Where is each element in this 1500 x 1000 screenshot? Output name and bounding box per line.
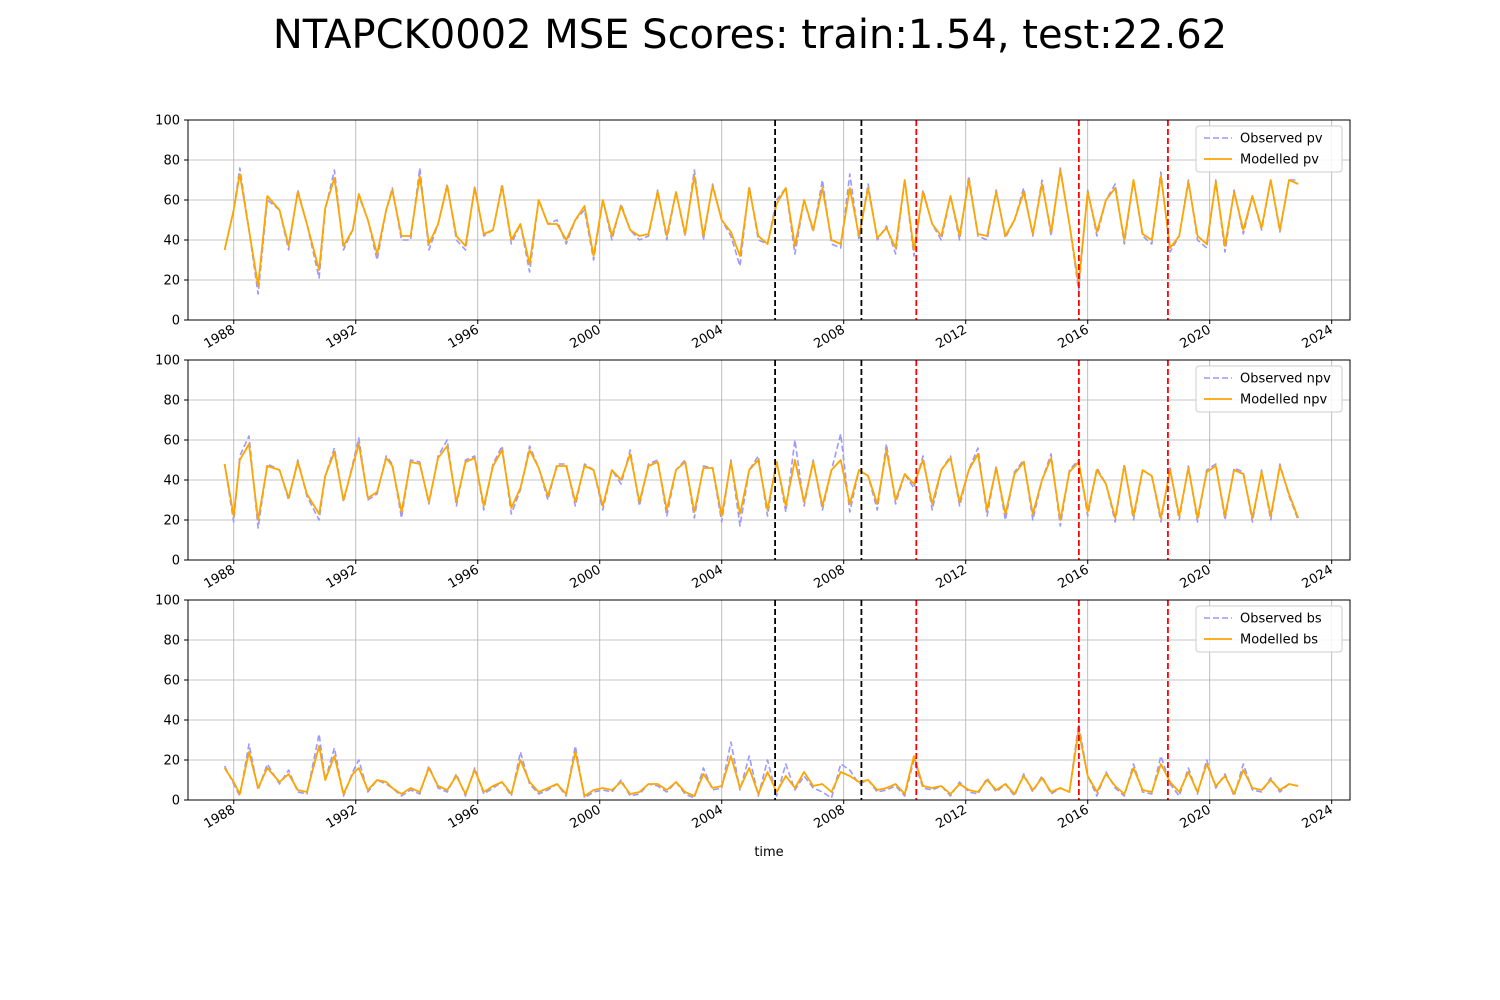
y-tick-label: 0	[172, 554, 180, 569]
x-tick-label: 2004	[690, 322, 726, 352]
x-tick-label: 2024	[1300, 802, 1336, 832]
axes-frame	[187, 359, 1351, 561]
x-tick-label: 2008	[812, 562, 848, 592]
x-tick-label: 2024	[1300, 562, 1336, 592]
y-tick-label: 40	[163, 474, 180, 489]
x-tick-label: 2004	[690, 562, 726, 592]
y-tick-label: 40	[163, 234, 180, 249]
y-tick-label: 60	[163, 194, 180, 209]
x-tick-label: 1988	[202, 562, 238, 592]
x-tick-label: 2004	[690, 802, 726, 832]
y-tick-label: 20	[163, 274, 180, 289]
x-tick-label: 2000	[568, 802, 604, 832]
x-tick-label: 2020	[1178, 322, 1214, 352]
y-tick-label: 60	[163, 434, 180, 449]
panel-2: 0 20 40 60 80 100 1988 1992 1996 2000 2004 2008 2012…	[155, 354, 1351, 592]
observed-series-line	[223, 723, 1299, 799]
x-tick-label: 2008	[812, 802, 848, 832]
x-tick-label: 1988	[202, 802, 238, 832]
modelled-series-line	[223, 443, 1300, 521]
x-tick-label: 2012	[934, 322, 970, 352]
x-axis-label: time	[754, 845, 783, 860]
x-tick-label: 1996	[446, 802, 482, 832]
x-tick-label: 2016	[1056, 802, 1092, 832]
x-tick-label: 1996	[446, 322, 482, 352]
legend: Observed bs Modelled bs	[1195, 605, 1343, 653]
y-tick-label: 100	[155, 114, 180, 129]
x-tick-label: 2000	[568, 322, 604, 352]
x-tick-label: 1988	[202, 322, 238, 352]
x-tick-label: 1996	[446, 562, 482, 592]
x-tick-label: 2016	[1056, 562, 1092, 592]
legend-box	[1195, 605, 1343, 653]
x-tick-label: 2012	[934, 562, 970, 592]
x-tick-label: 2016	[1056, 322, 1092, 352]
axes-frame	[187, 119, 1351, 321]
figure-title: NTAPCK0002 MSE Scores: train:1.54, test:…	[272, 12, 1228, 58]
legend-entry: Modelled pv	[1240, 153, 1319, 168]
modelled-series-line	[223, 729, 1299, 797]
x-tick-label: 2020	[1178, 802, 1214, 832]
legend-box	[1195, 365, 1343, 413]
x-tick-label: 2020	[1178, 562, 1214, 592]
y-tick-label: 80	[163, 394, 180, 409]
legend-entry: Modelled bs	[1240, 633, 1318, 648]
x-tick-label: 1992	[324, 322, 360, 352]
y-tick-label: 80	[163, 154, 180, 169]
y-tick-label: 60	[163, 674, 180, 689]
legend-entry: Observed npv	[1240, 372, 1331, 387]
legend: Observed pv Modelled pv	[1195, 125, 1343, 173]
modelled-series-line	[223, 169, 1299, 287]
legend-entry: Observed pv	[1240, 132, 1323, 147]
y-tick-label: 40	[163, 714, 180, 729]
observed-series-line	[223, 167, 1299, 295]
y-tick-label: 100	[155, 594, 180, 609]
y-tick-label: 20	[163, 754, 180, 769]
y-tick-label: 20	[163, 514, 180, 529]
x-tick-label: 1992	[324, 562, 360, 592]
y-tick-label: 80	[163, 634, 180, 649]
x-tick-label: 2024	[1300, 322, 1336, 352]
y-tick-label: 0	[172, 314, 180, 329]
axes-frame	[187, 599, 1351, 801]
x-tick-label: 2008	[812, 322, 848, 352]
y-tick-label: 100	[155, 354, 180, 369]
panel-3: 0 20 40 60 80 100 1988 1992 1996 2000 2004 2008 2012…	[155, 594, 1351, 860]
x-tick-label: 2000	[568, 562, 604, 592]
legend-entry: Observed bs	[1240, 612, 1322, 627]
legend: Observed npv Modelled npv	[1195, 365, 1343, 413]
x-tick-label: 2012	[934, 802, 970, 832]
legend-entry: Modelled npv	[1240, 393, 1328, 408]
panel-1: 0 20 40 60 80 100 1988 1992 1996 2000 2004 2008 2012…	[155, 114, 1351, 352]
x-tick-label: 1992	[324, 802, 360, 832]
legend-box	[1195, 125, 1343, 173]
y-tick-label: 0	[172, 794, 180, 809]
